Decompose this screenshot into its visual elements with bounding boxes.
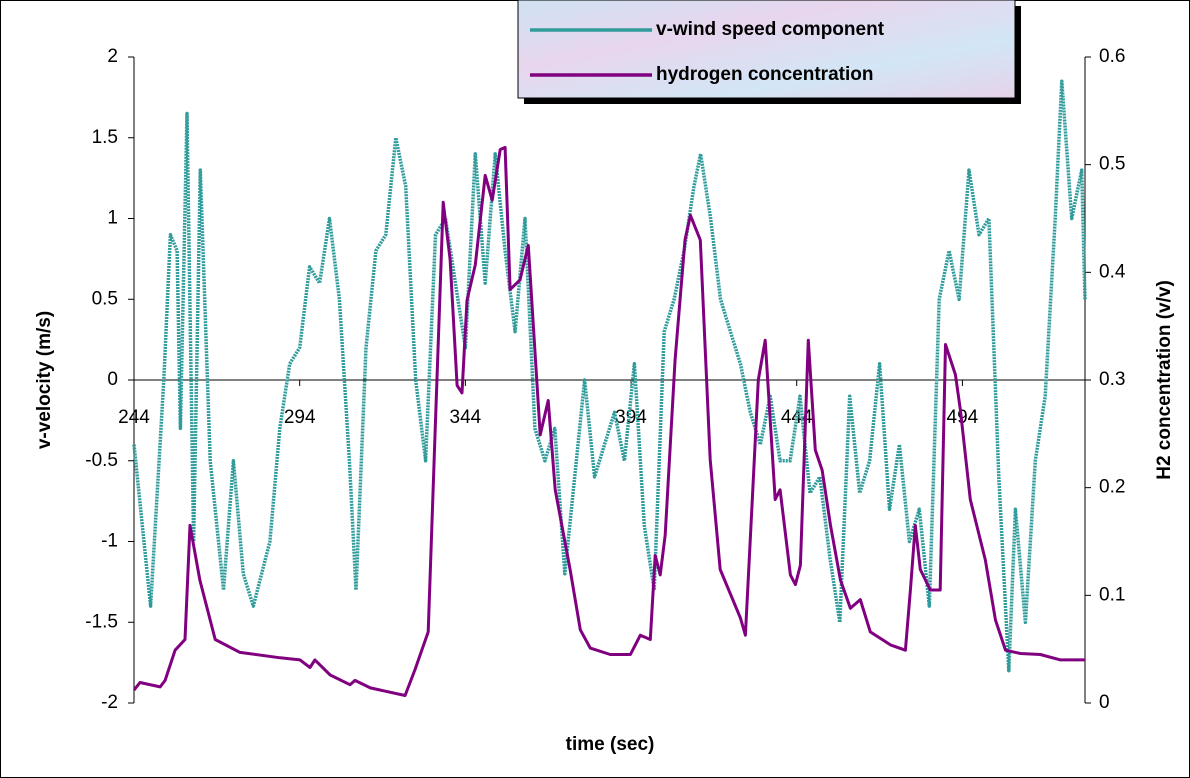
y-axis-label: v-velocity (m/s) — [34, 311, 55, 449]
y-tick-label: -0.5 — [85, 450, 118, 471]
y2-tick-label: 0.2 — [1099, 477, 1125, 498]
y-tick-label: -1.5 — [85, 611, 118, 632]
y-tick-label: 0.5 — [92, 288, 118, 309]
series-line — [132, 145, 1085, 697]
y-tick-label: 2 — [107, 46, 118, 67]
x-axis-label: time (sec) — [566, 734, 655, 755]
series-line — [132, 79, 1087, 673]
legend-label: hydrogen concentration — [656, 64, 873, 85]
y-tick-label: 1 — [107, 208, 118, 229]
y2-tick-label: 0 — [1099, 692, 1110, 713]
x-tick-label: 344 — [450, 407, 482, 428]
x-tick-label: 394 — [615, 407, 647, 428]
y-tick-label: 0 — [107, 369, 118, 390]
legend-box — [517, 0, 1016, 99]
y2-tick-label: 0.4 — [1099, 261, 1126, 282]
y-tick-label: -1 — [101, 531, 118, 552]
y2-axis-label: H2 concentration (v/v) — [1154, 280, 1175, 480]
x-tick-label: 244 — [118, 407, 150, 428]
y-tick-label: 1.5 — [92, 127, 118, 148]
y2-tick-label: 0.3 — [1099, 369, 1125, 390]
y2-tick-label: 0.5 — [1099, 154, 1125, 175]
x-tick-label: 294 — [284, 407, 316, 428]
y-tick-label: -2 — [101, 692, 118, 713]
y2-tick-label: 0.6 — [1099, 46, 1125, 67]
y2-tick-label: 0.1 — [1099, 584, 1125, 605]
legend-label: v-wind speed component — [656, 19, 885, 40]
